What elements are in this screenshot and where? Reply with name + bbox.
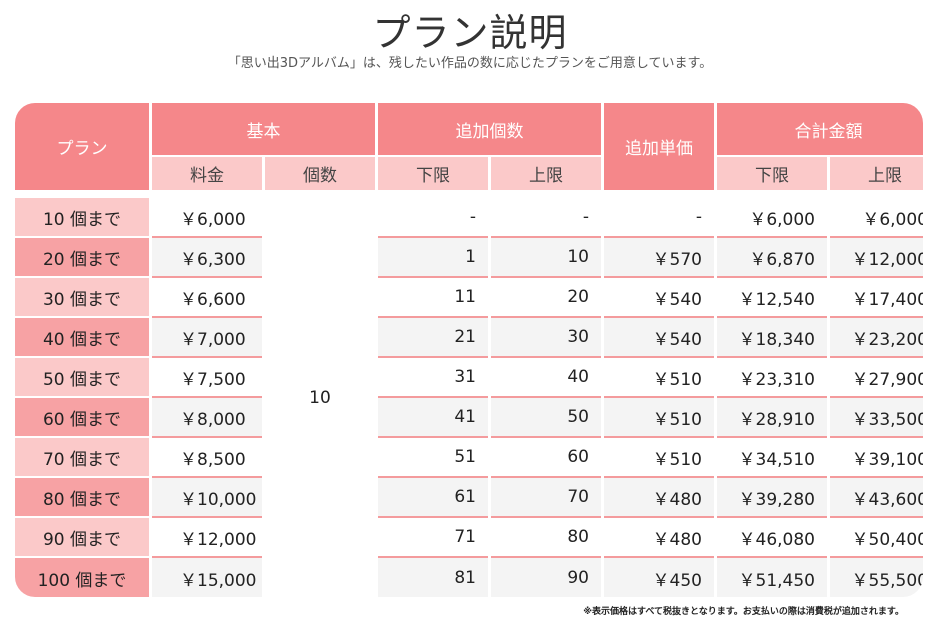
additional-max-cell: 10: [491, 238, 601, 278]
basic-count-cell: 10: [265, 198, 375, 597]
table-row: 30 個まで ￥6,600 11 20 ￥540 ￥12,540 ￥17,400: [15, 278, 923, 318]
additional-max-cell: 90: [491, 558, 601, 597]
table-row: 90 個まで ￥12,000 71 80 ￥480 ￥46,080 ￥50,400: [15, 518, 923, 558]
header-plan: プラン: [15, 103, 149, 190]
additional-min-cell: 11: [378, 278, 488, 318]
table-row: 70 個まで ￥8,500 51 60 ￥510 ￥34,510 ￥39,100: [15, 438, 923, 478]
total-min-cell: ￥23,310: [717, 358, 827, 398]
header-total: 合計金額: [717, 103, 923, 155]
unit-price-cell: ￥510: [604, 358, 714, 398]
unit-price-cell: ￥540: [604, 278, 714, 318]
total-max-cell: ￥6,000: [830, 198, 923, 238]
additional-max-cell: 40: [491, 358, 601, 398]
additional-min-cell: 21: [378, 318, 488, 358]
plan-cell: 80 個まで: [15, 478, 149, 518]
tax-footnote: ※表示価格はすべて税抜きとなります。お支払いの際は消費税が追加されます。: [583, 607, 904, 617]
basic-fee-cell: ￥12,000: [152, 518, 262, 558]
table-row: 40 個まで ￥7,000 21 30 ￥540 ￥18,340 ￥23,200: [15, 318, 923, 358]
plan-cell: 100 個まで: [15, 558, 149, 597]
table-row: 60 個まで ￥8,000 41 50 ￥510 ￥28,910 ￥33,500: [15, 398, 923, 438]
header-additional-max: 上限: [491, 155, 601, 190]
table-row: 100 個まで ￥15,000 81 90 ￥450 ￥51,450 ￥55,500: [15, 558, 923, 597]
plan-cell: 50 個まで: [15, 358, 149, 398]
additional-min-cell: 71: [378, 518, 488, 558]
header-basic: 基本: [152, 103, 375, 155]
basic-fee-cell: ￥10,000: [152, 478, 262, 518]
basic-fee-cell: ￥6,600: [152, 278, 262, 318]
header-additional-min: 下限: [378, 155, 488, 190]
plan-cell: 40 個まで: [15, 318, 149, 358]
total-max-cell: ￥43,600: [830, 478, 923, 518]
additional-min-cell: 1: [378, 238, 488, 278]
additional-min-cell: 61: [378, 478, 488, 518]
total-min-cell: ￥12,540: [717, 278, 827, 318]
total-min-cell: ￥39,280: [717, 478, 827, 518]
unit-price-cell: ￥510: [604, 438, 714, 478]
header-basic-fee: 料金: [152, 155, 262, 190]
basic-fee-cell: ￥8,500: [152, 438, 262, 478]
total-min-cell: ￥51,450: [717, 558, 827, 597]
table-row: 80 個まで ￥10,000 61 70 ￥480 ￥39,280 ￥43,600: [15, 478, 923, 518]
plan-table: プラン 基本 追加個数 追加単価 合計金額 料金 個数 下限 上限 下限 上限 …: [15, 103, 923, 597]
additional-max-cell: 60: [491, 438, 601, 478]
basic-fee-cell: ￥6,000: [152, 198, 262, 238]
total-min-cell: ￥6,870: [717, 238, 827, 278]
additional-max-cell: 30: [491, 318, 601, 358]
basic-fee-cell: ￥6,300: [152, 238, 262, 278]
plan-cell: 60 個まで: [15, 398, 149, 438]
unit-price-cell: ￥450: [604, 558, 714, 597]
page-subtitle: 「思い出3Dアルバム」は、残したい作品の数に応じたプランをご用意しています。: [227, 56, 713, 71]
total-min-cell: ￥6,000: [717, 198, 827, 238]
basic-fee-cell: ￥15,000: [152, 558, 262, 597]
table-row: 20 個まで ￥6,300 1 10 ￥570 ￥6,870 ￥12,000: [15, 238, 923, 278]
header-additional: 追加個数: [378, 103, 601, 155]
unit-price-cell: -: [604, 198, 714, 238]
additional-min-cell: 81: [378, 558, 488, 597]
total-max-cell: ￥17,400: [830, 278, 923, 318]
unit-price-cell: ￥480: [604, 478, 714, 518]
additional-max-cell: 20: [491, 278, 601, 318]
plan-cell: 90 個まで: [15, 518, 149, 558]
table-body: 10 個まで ￥6,000 10- - - ￥6,000 ￥6,000 20 個まで ￥6,30…: [15, 190, 923, 597]
plan-cell: 20 個まで: [15, 238, 149, 278]
plan-table-container: プラン 基本 追加個数 追加単価 合計金額 料金 個数 下限 上限 下限 上限 …: [15, 103, 923, 597]
header-basic-count: 個数: [265, 155, 375, 190]
additional-max-cell: -: [491, 198, 601, 238]
total-max-cell: ￥33,500: [830, 398, 923, 438]
total-max-cell: ￥12,000: [830, 238, 923, 278]
total-max-cell: ￥39,100: [830, 438, 923, 478]
additional-min-cell: 41: [378, 398, 488, 438]
total-min-cell: ￥28,910: [717, 398, 827, 438]
total-min-cell: ￥46,080: [717, 518, 827, 558]
plan-cell: 10 個まで: [15, 198, 149, 238]
total-max-cell: ￥50,400: [830, 518, 923, 558]
plan-cell: 30 個まで: [15, 278, 149, 318]
total-min-cell: ￥34,510: [717, 438, 827, 478]
additional-max-cell: 70: [491, 478, 601, 518]
header-total-min: 下限: [717, 155, 827, 190]
header-unit-price: 追加単価: [604, 103, 714, 190]
unit-price-cell: ￥540: [604, 318, 714, 358]
total-min-cell: ￥18,340: [717, 318, 827, 358]
page-title: プラン説明: [372, 11, 568, 55]
basic-fee-cell: ￥8,000: [152, 398, 262, 438]
additional-min-cell: 51: [378, 438, 488, 478]
plan-cell: 70 個まで: [15, 438, 149, 478]
table-row: 10 個まで ￥6,000 10- - - ￥6,000 ￥6,000: [15, 198, 923, 597]
additional-min-cell: -: [378, 198, 488, 238]
basic-fee-cell: ￥7,500: [152, 358, 262, 398]
header-total-max: 上限: [830, 155, 923, 190]
unit-price-cell: ￥510: [604, 398, 714, 438]
unit-price-cell: ￥570: [604, 238, 714, 278]
total-max-cell: ￥27,900: [830, 358, 923, 398]
total-max-cell: ￥23,200: [830, 318, 923, 358]
unit-price-cell: ￥480: [604, 518, 714, 558]
table-row: 50 個まで ￥7,500 31 40 ￥510 ￥23,310 ￥27,900: [15, 358, 923, 398]
additional-max-cell: 50: [491, 398, 601, 438]
basic-fee-cell: ￥7,000: [152, 318, 262, 358]
additional-max-cell: 80: [491, 518, 601, 558]
additional-min-cell: 31: [378, 358, 488, 398]
total-max-cell: ￥55,500: [830, 558, 923, 597]
